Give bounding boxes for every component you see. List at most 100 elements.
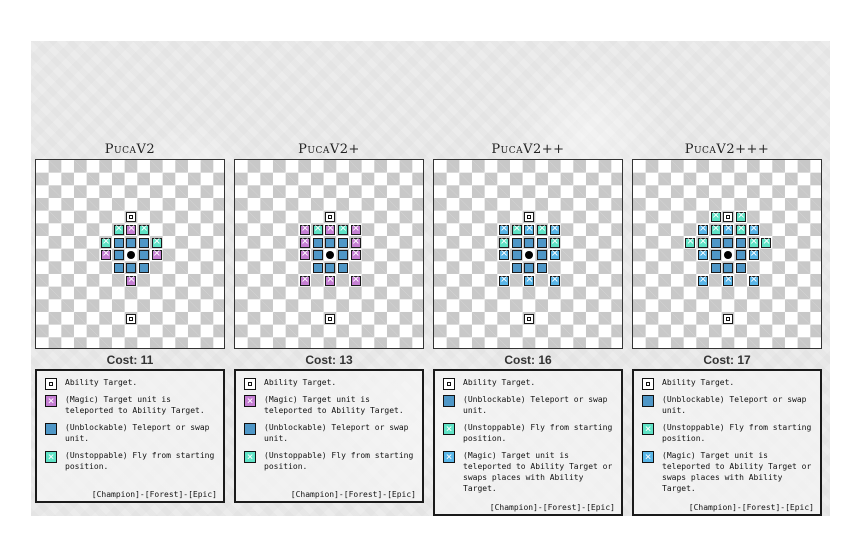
legend-text: (Magic) Target unit is teleported to Abi… <box>662 451 812 493</box>
unit-cost: Cost: 16 <box>504 353 552 367</box>
magic-swap-icon <box>498 247 509 261</box>
legend-item: (Magic) Target unit is teleported to Abi… <box>435 449 621 494</box>
magic-teleport-icon <box>244 393 256 409</box>
unstoppable-icon <box>685 235 696 249</box>
unstoppable-icon <box>710 209 721 223</box>
magic-swap-icon <box>723 222 734 236</box>
unstoppable-icon <box>511 222 522 236</box>
magic-teleport-icon <box>299 235 310 249</box>
unblockable-icon <box>337 262 348 273</box>
unblockable-icon <box>735 262 746 273</box>
move-grid <box>433 159 623 349</box>
ability-target-icon <box>45 378 57 390</box>
unit-title: PucaV2 <box>104 142 156 157</box>
unit-cost: Cost: 17 <box>703 353 751 367</box>
unblockable-icon <box>138 237 149 248</box>
magic-swap-icon <box>524 222 535 236</box>
ability-target-icon <box>524 212 535 223</box>
unblockable-icon <box>723 237 734 248</box>
unblockable-icon <box>735 250 746 261</box>
legend-item: (Magic) Target unit is teleported to Abi… <box>634 449 820 494</box>
magic-swap-icon <box>748 273 759 287</box>
unit-position-icon <box>326 251 335 260</box>
unstoppable-icon <box>443 421 455 437</box>
unblockable-icon <box>536 262 547 273</box>
unstoppable-icon <box>761 235 772 249</box>
card-sheet: PucaV2 Cost: 11 Ability Target. (Magic) T… <box>31 41 830 516</box>
legend-text: Ability Target. <box>65 378 138 387</box>
legend-item: Ability Target. <box>236 377 422 390</box>
unstoppable-icon <box>100 235 111 249</box>
legend-text: (Unblockable) Teleport or swap unit. <box>264 423 409 443</box>
unstoppable-icon <box>536 222 547 236</box>
unblockable-icon <box>710 250 721 261</box>
unit-tags: [Champion]-[Forest]-[Epic] <box>489 503 615 512</box>
unstoppable-icon <box>45 449 57 465</box>
unit-tags: [Champion]-[Forest]-[Epic] <box>91 490 217 499</box>
ability-target-icon <box>443 378 455 390</box>
legend-item: (Magic) Target unit is teleported to Abi… <box>236 393 422 416</box>
unblockable-icon <box>312 250 323 261</box>
unblockable-icon <box>524 262 535 273</box>
unblockable-icon <box>524 237 535 248</box>
move-grid <box>234 159 424 349</box>
unit-cost: Cost: 13 <box>305 353 353 367</box>
legend-item: Ability Target. <box>435 377 621 390</box>
unstoppable-icon <box>312 222 323 236</box>
legend-item: (Unblockable) Teleport or swap unit. <box>37 422 223 444</box>
ability-target-icon <box>325 212 336 223</box>
unit-cost: Cost: 11 <box>106 353 154 367</box>
magic-swap-icon <box>748 247 759 261</box>
magic-swap-icon <box>697 273 708 287</box>
legend-text: (Magic) Target unit is teleported to Abi… <box>264 395 404 415</box>
unstoppable-icon <box>735 209 746 223</box>
unblockable-icon <box>511 250 522 261</box>
legend-text: Ability Target. <box>264 378 337 387</box>
magic-swap-icon <box>549 273 560 287</box>
ability-target-icon <box>524 313 535 324</box>
magic-swap-icon <box>697 222 708 236</box>
legend-text: (Magic) Target unit is teleported to Abi… <box>463 451 613 493</box>
unit-position-icon <box>525 251 534 260</box>
unblockable-icon <box>337 250 348 261</box>
magic-swap-icon <box>498 273 509 287</box>
unblockable-icon <box>536 250 547 261</box>
ability-target-icon <box>325 313 336 324</box>
unstoppable-icon <box>138 222 149 236</box>
magic-teleport-icon <box>299 222 310 236</box>
legend-text: (Unstoppable) Fly from starting position… <box>662 423 812 443</box>
unstoppable-icon <box>113 222 124 236</box>
ability-target-icon <box>244 378 256 390</box>
legend-item: (Unstoppable) Fly from starting position… <box>236 449 422 472</box>
legend-item: (Magic) Target unit is teleported to Abi… <box>37 393 223 416</box>
magic-swap-icon <box>498 222 509 236</box>
legend-text: Ability Target. <box>463 378 536 387</box>
unblockable-icon <box>244 423 256 435</box>
magic-teleport-icon <box>151 247 162 261</box>
ability-target-icon <box>723 313 734 324</box>
unblockable-icon <box>113 262 124 273</box>
unit-title: PucaV2+++ <box>684 142 770 157</box>
unblockable-icon <box>138 250 149 261</box>
legend-text: (Unstoppable) Fly from starting position… <box>463 423 613 443</box>
unit-tags: [Champion]-[Forest]-[Epic] <box>290 490 416 499</box>
ability-target-icon <box>723 212 734 223</box>
magic-teleport-icon <box>126 273 137 287</box>
legend-text: (Unblockable) Teleport or swap unit. <box>662 395 807 415</box>
magic-swap-icon <box>748 222 759 236</box>
legend-item: (Unblockable) Teleport or swap unit. <box>236 422 422 444</box>
ability-target-icon <box>126 313 137 324</box>
magic-teleport-icon <box>299 273 310 287</box>
magic-swap-icon <box>524 273 535 287</box>
legend-text: (Unblockable) Teleport or swap unit. <box>463 395 608 415</box>
unstoppable-icon <box>748 235 759 249</box>
legend-item: Ability Target. <box>37 377 223 390</box>
unit-position-icon <box>724 251 733 260</box>
magic-teleport-icon <box>299 247 310 261</box>
magic-teleport-icon <box>350 222 361 236</box>
magic-swap-icon <box>642 449 654 465</box>
magic-teleport-icon <box>45 393 57 409</box>
move-grid <box>632 159 822 349</box>
ability-target-icon <box>642 378 654 390</box>
legend-item: (Unstoppable) Fly from starting position… <box>37 449 223 472</box>
